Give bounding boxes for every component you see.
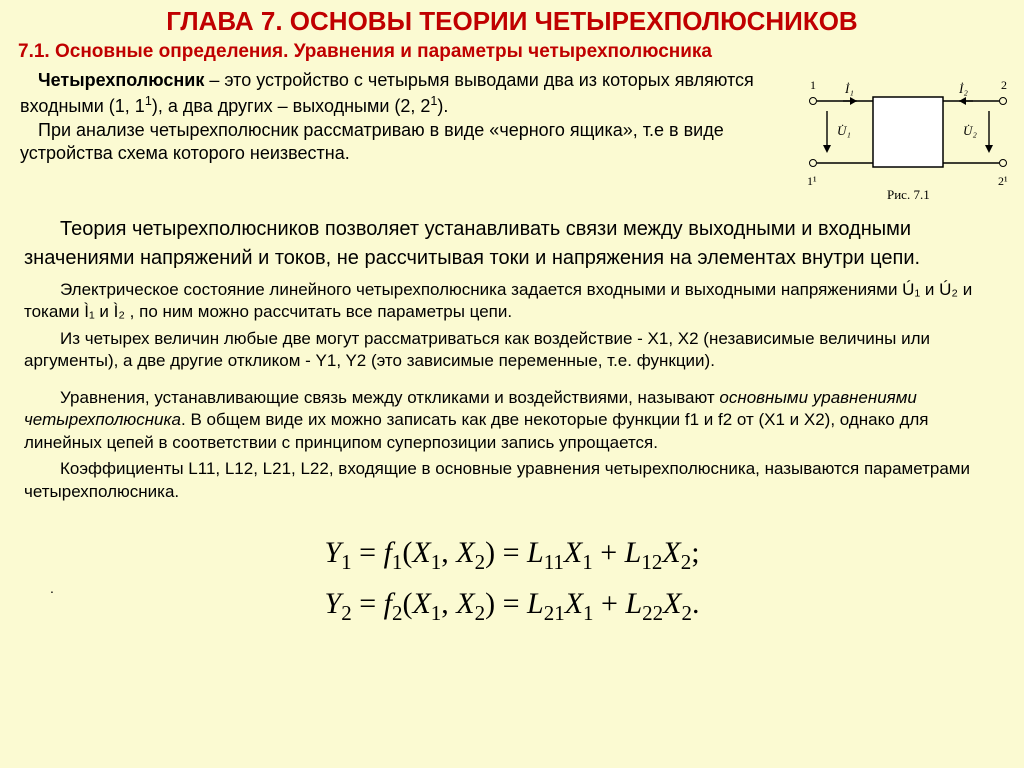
lead-paragraph: Теория четырехполюсников позволяет устан…	[0, 213, 1024, 279]
para-eq1-a: Уравнения, устанавливающие связь между о…	[60, 388, 719, 407]
term-bold: Четырехполюсник	[38, 70, 204, 90]
fig-label-u1: U̇₁	[837, 123, 851, 138]
intro-p2: При анализе четырехполюсник рассматриваю…	[20, 119, 787, 167]
para-equations-def: Уравнения, устанавливающие связь между о…	[0, 387, 1024, 458]
intro-seg3: ).	[437, 96, 448, 116]
fig-label-i2: İ₂	[958, 81, 968, 96]
intro-sup1: 1	[145, 94, 152, 108]
fig-caption: Рис. 7.1	[887, 187, 930, 202]
para-coefficients: Коэффициенты L11, L12, L21, L22, входящи…	[0, 458, 1024, 507]
section-title: 7.1. Основные определения. Уравнения и п…	[0, 39, 1024, 67]
fig-label-u2: U̇₂	[963, 123, 977, 138]
equation-2: Y2 = f2(X1, X2) = L21X1 + L22X2.	[0, 580, 1024, 631]
fig-label-b2: 2¹	[998, 174, 1008, 188]
figure-7-1: 1 2 1¹ 2¹ İ₁ İ₂ U̇₁ U̇₂ Рис. 7.1	[795, 69, 1020, 209]
intro-text: Четырехполюсник – это устройство с четыр…	[20, 69, 787, 209]
para-electrical-state: Электрическое состояние линейного четыре…	[0, 279, 1024, 328]
para-xy: Из четырех величин любые две могут рассм…	[0, 328, 1024, 377]
fig-label-b1: 1¹	[807, 174, 817, 188]
intro-row: Четырехполюсник – это устройство с четыр…	[0, 67, 1024, 213]
intro-seg2: ), а два других – выходными (2, 2	[152, 96, 431, 116]
chapter-title: ГЛАВА 7. ОСНОВЫ ТЕОРИИ ЧЕТЫРЕХПОЛЮСНИКОВ	[0, 0, 1024, 39]
stray-dot: .	[50, 580, 54, 596]
fig-label-t2: 2	[1001, 78, 1007, 92]
fig-label-i1: İ₁	[844, 81, 854, 96]
fig-label-t1: 1	[810, 78, 816, 92]
equation-1: Y1 = f1(X1, X2) = L11X1 + L12X2;	[0, 529, 1024, 580]
equations-block: Y1 = f1(X1, X2) = L11X1 + L12X2; Y2 = f2…	[0, 507, 1024, 630]
